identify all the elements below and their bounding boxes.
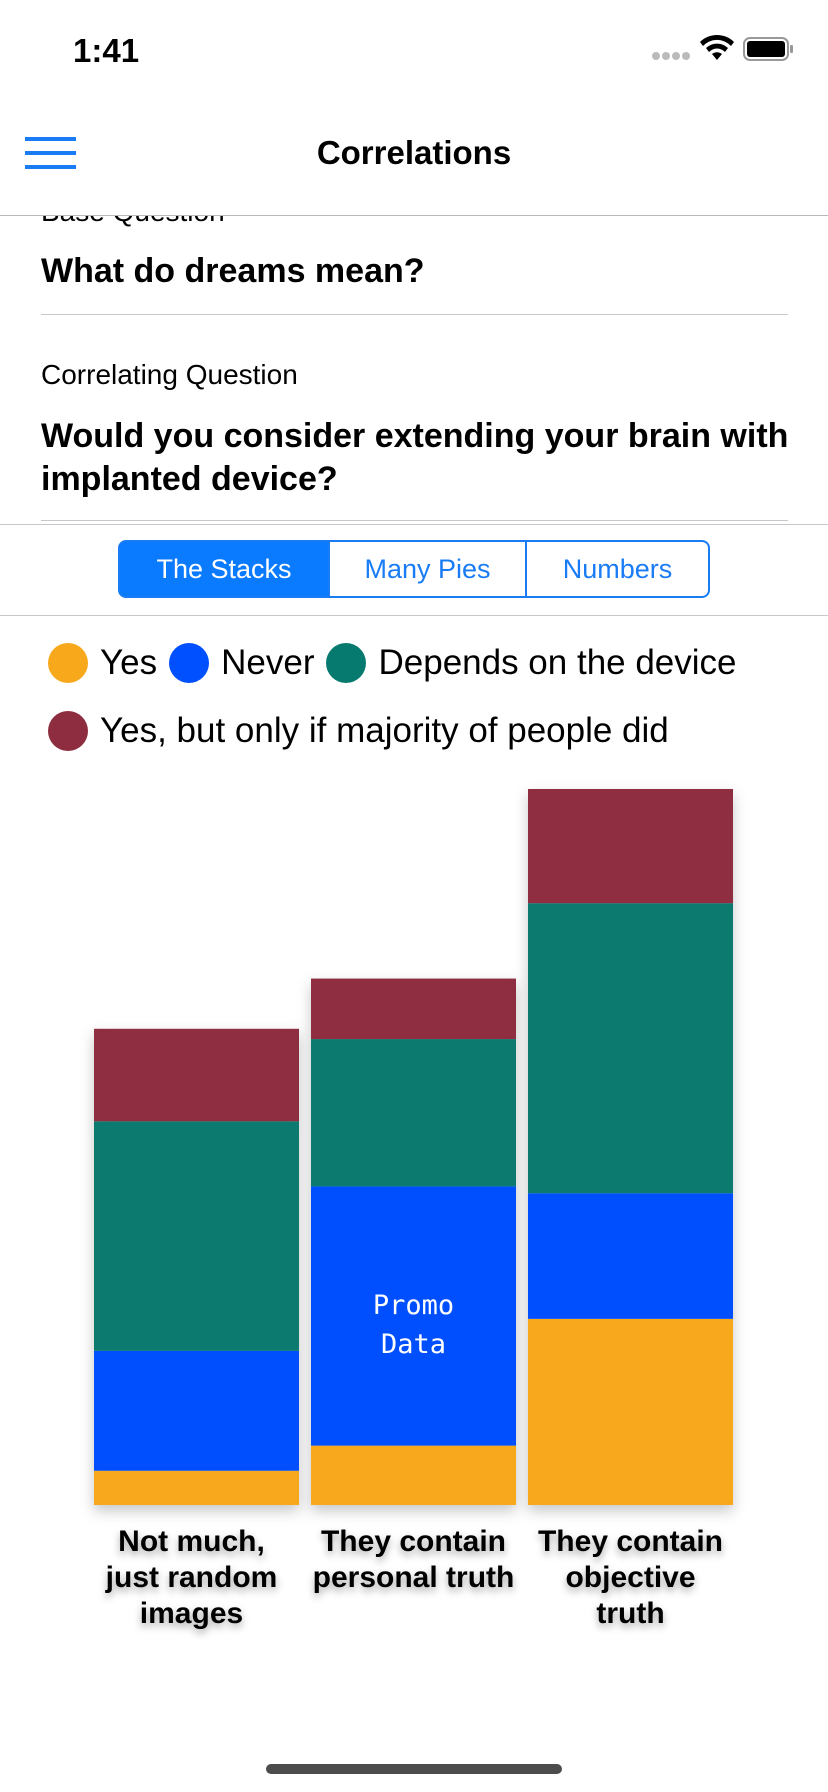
correlating-label: Correlating Question bbox=[41, 359, 298, 390]
x-tick-label: They contain objective truth bbox=[537, 1525, 724, 1630]
legend-swatch bbox=[169, 643, 210, 683]
nav-title: Correlations bbox=[316, 134, 512, 171]
nav-bar: 1:41 Correlations bbox=[0, 0, 828, 216]
home-indicator bbox=[266, 1764, 562, 1774]
bar-segment bbox=[311, 1445, 516, 1505]
legend-label: Yes, but only if majority of people did bbox=[100, 711, 669, 750]
tab[interactable]: The Stacks bbox=[118, 540, 330, 598]
x-tick-label: They contain personal truth bbox=[312, 1525, 515, 1594]
legend-label: Depends on the device bbox=[378, 643, 737, 682]
legend-swatch bbox=[48, 711, 88, 751]
legend-item: Depends on the device bbox=[326, 640, 737, 686]
legend: Yes Never Depends on the device Yes, but on… bbox=[48, 640, 818, 754]
bar-segment bbox=[528, 1318, 733, 1505]
legend-item: Yes, but only if majority of people did bbox=[48, 708, 669, 754]
bar-segment bbox=[311, 978, 516, 1040]
annotation: Promo Data bbox=[372, 1290, 455, 1360]
bar-segment bbox=[528, 903, 733, 1194]
menu-button[interactable] bbox=[25, 135, 77, 171]
bar-segment bbox=[94, 1121, 299, 1351]
bar-segment bbox=[311, 1039, 516, 1187]
bar-segment bbox=[311, 1186, 516, 1446]
legend-item: Never bbox=[169, 640, 314, 686]
status-icons bbox=[652, 34, 793, 61]
divider bbox=[41, 314, 788, 315]
bar-stack bbox=[311, 978, 516, 1505]
legend-label: Never bbox=[221, 643, 315, 682]
chart bbox=[94, 789, 733, 1505]
tab[interactable]: Numbers bbox=[525, 540, 710, 598]
legend-label: Yes bbox=[100, 643, 158, 682]
bar-stack bbox=[94, 1028, 299, 1505]
divider bbox=[41, 520, 788, 521]
x-tick-label: Not much, just random images bbox=[105, 1525, 278, 1630]
legend-swatch bbox=[48, 643, 88, 683]
bar-segment bbox=[94, 1470, 299, 1505]
divider bbox=[0, 524, 828, 525]
bar-segment bbox=[528, 789, 733, 904]
bar-segment bbox=[94, 1350, 299, 1471]
correlating-question: Would you consider extending your brain … bbox=[41, 417, 789, 498]
bar-stack bbox=[528, 789, 733, 1505]
legend-item: Yes bbox=[48, 640, 157, 686]
time: 1:41 bbox=[73, 32, 140, 69]
base-question: What do dreams mean? bbox=[41, 252, 425, 290]
bar-segment bbox=[528, 1193, 733, 1319]
bar-segment bbox=[94, 1028, 299, 1122]
tab[interactable]: Many Pies bbox=[328, 540, 527, 598]
divider bbox=[0, 615, 828, 616]
legend-swatch bbox=[326, 643, 367, 683]
